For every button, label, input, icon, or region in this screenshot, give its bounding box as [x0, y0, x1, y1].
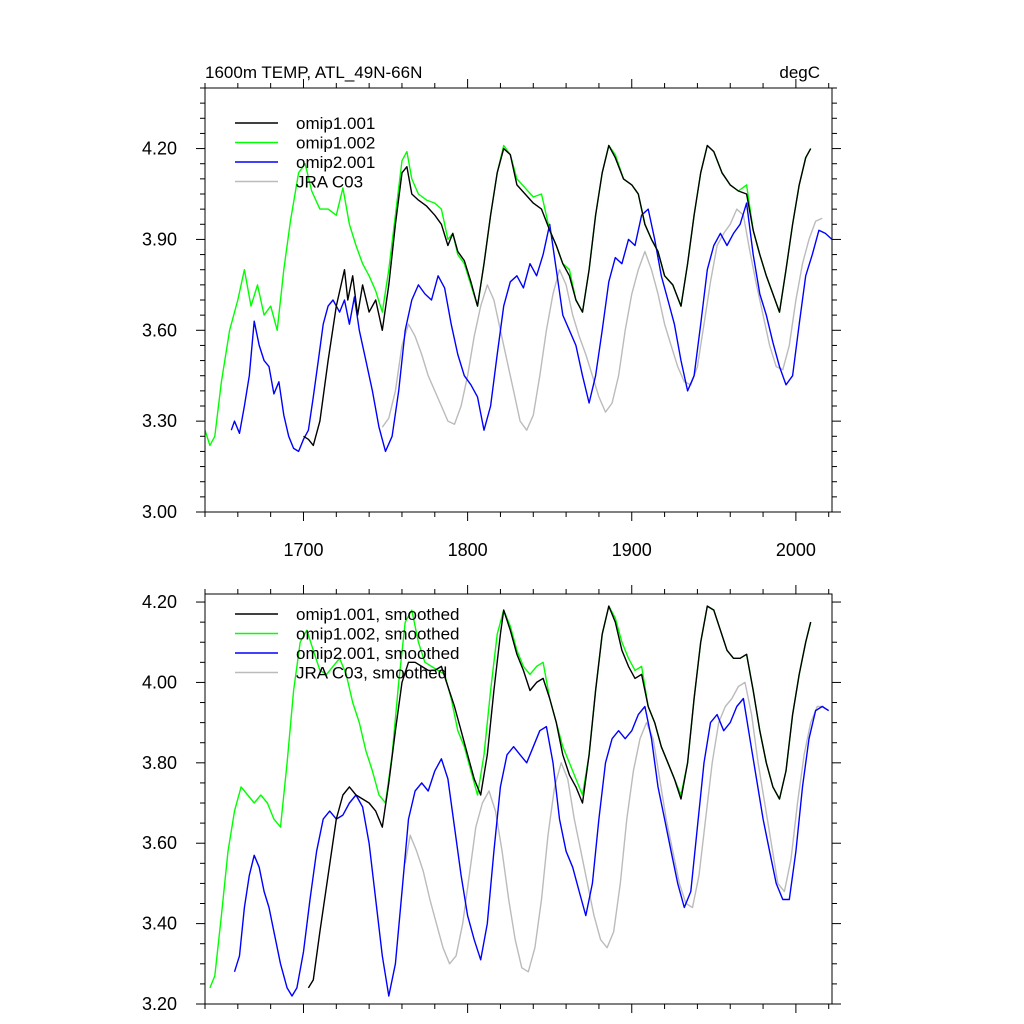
y-tick-label: 4.20 — [142, 592, 177, 612]
x-tick-label: 1700 — [283, 540, 323, 560]
y-tick-label: 4.20 — [142, 139, 177, 159]
series-group — [209, 605, 830, 997]
y-tick-label: 3.60 — [142, 320, 177, 340]
legend-label: omip2.001, smoothed — [296, 644, 460, 663]
legend-label: omip2.001 — [296, 153, 375, 172]
y-tick-label: 3.60 — [142, 833, 177, 853]
y-tick-label: 4.00 — [142, 672, 177, 692]
plot-frame — [204, 593, 833, 1005]
series-group — [205, 144, 832, 453]
y-tick-label: 3.80 — [142, 753, 177, 773]
chart-title: 1600m TEMP, ATL_49N-66N — [205, 63, 422, 82]
legend-label: omip1.001, smoothed — [296, 605, 460, 624]
y-tick-label: 3.20 — [142, 994, 177, 1014]
x-tick-label: 2000 — [776, 540, 816, 560]
x-tick-label: 1800 — [448, 540, 488, 560]
bottom-panel: 3.20 3.40 3.60 3.80 4.00 4.20 omip1.001, smoot… — [142, 585, 841, 1014]
series-line-4 — [404, 681, 824, 973]
units-label: degC — [779, 63, 820, 82]
x-tick-label: 1900 — [612, 540, 652, 560]
series-line-3 — [230, 202, 832, 453]
series-line-3 — [233, 697, 830, 997]
legend-label: JRA C03, smoothed — [296, 664, 447, 683]
y-tick-label: 3.40 — [142, 914, 177, 934]
legend-label: omip1.001 — [296, 114, 375, 133]
series-line-1 — [307, 605, 812, 989]
legend-label: JRA C03 — [296, 173, 363, 192]
y-tick-label: 3.30 — [142, 411, 177, 431]
series-line-1 — [303, 144, 812, 447]
top-panel: 1700 1800 1900 2000 3.00 3.30 3.60 3.90 4.20 1600… — [142, 63, 841, 560]
legend-label: omip1.002, smoothed — [296, 625, 460, 644]
series-line-4 — [381, 208, 823, 431]
y-tick-label: 3.00 — [142, 502, 177, 522]
y-tick-label: 3.90 — [142, 229, 177, 249]
legend-label: omip1.002 — [296, 134, 375, 153]
